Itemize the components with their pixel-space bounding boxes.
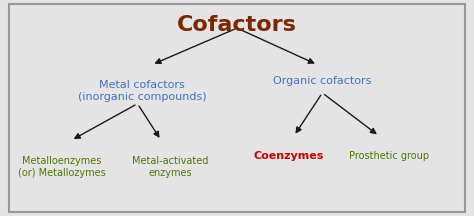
Text: Metal cofactors
(inorganic compounds): Metal cofactors (inorganic compounds) [78,80,207,102]
Text: Coenzymes: Coenzymes [254,151,324,161]
Text: Prosthetic group: Prosthetic group [348,151,429,161]
Text: Metal-activated
enzymes: Metal-activated enzymes [132,156,209,178]
Text: Cofactors: Cofactors [177,15,297,35]
Text: Metalloenzymes
(or) Metallozymes: Metalloenzymes (or) Metallozymes [18,156,106,178]
Text: Organic cofactors: Organic cofactors [273,76,372,86]
